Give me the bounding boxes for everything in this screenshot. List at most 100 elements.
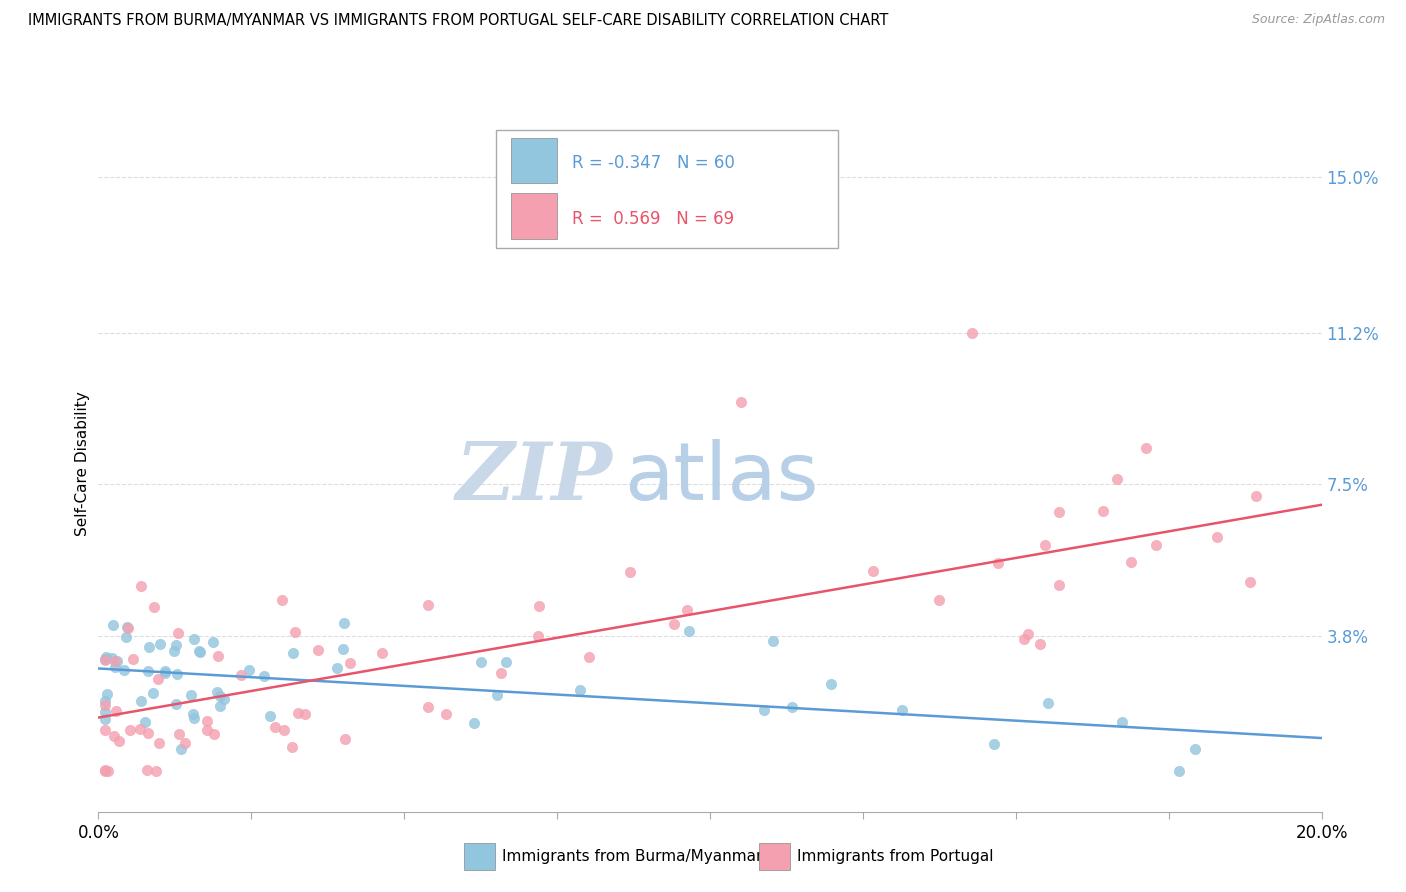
Point <box>131 579 153 593</box>
Point <box>754 703 776 717</box>
Point <box>1206 530 1229 544</box>
Point <box>1047 505 1070 519</box>
Point <box>1244 489 1267 503</box>
Point <box>987 556 1010 570</box>
Point <box>569 682 592 697</box>
Point <box>93 698 115 713</box>
Point <box>129 694 152 708</box>
Point <box>101 651 124 665</box>
Point <box>1111 714 1133 729</box>
Point <box>136 664 159 678</box>
Point <box>134 714 156 729</box>
Point <box>93 764 115 778</box>
Point <box>485 689 508 703</box>
Point <box>104 655 127 669</box>
Point <box>170 741 193 756</box>
Point <box>163 644 186 658</box>
Point <box>578 650 600 665</box>
Point <box>259 709 281 723</box>
Point <box>166 666 188 681</box>
Point <box>142 686 165 700</box>
Text: atlas: atlas <box>624 439 818 516</box>
Point <box>153 665 176 680</box>
Point <box>1047 578 1070 592</box>
Point <box>145 764 167 778</box>
Point <box>281 739 304 754</box>
Point <box>962 326 984 340</box>
Point <box>149 637 172 651</box>
Point <box>371 646 394 660</box>
Text: Immigrants from Burma/Myanmar: Immigrants from Burma/Myanmar <box>502 849 762 863</box>
Point <box>332 615 354 630</box>
Point <box>138 640 160 654</box>
Point <box>231 667 253 681</box>
Point <box>93 705 115 719</box>
Point <box>1105 472 1128 486</box>
Point <box>434 707 457 722</box>
Point <box>117 620 139 634</box>
Point <box>1029 637 1052 651</box>
Point <box>891 703 914 717</box>
Point <box>928 593 950 607</box>
Point <box>121 652 143 666</box>
Point <box>1017 627 1039 641</box>
Point <box>167 626 190 640</box>
Point <box>1012 632 1035 647</box>
Point <box>93 652 115 666</box>
Point <box>174 736 197 750</box>
Text: R = -0.347   N = 60: R = -0.347 N = 60 <box>572 154 735 172</box>
Point <box>238 663 260 677</box>
Point <box>1184 742 1206 756</box>
Point <box>93 693 115 707</box>
Point <box>283 646 305 660</box>
Point <box>93 653 115 667</box>
Point <box>416 700 439 714</box>
Point <box>271 592 294 607</box>
Point <box>470 656 492 670</box>
Point <box>205 684 228 698</box>
Point <box>118 723 141 738</box>
Point <box>495 655 517 669</box>
Point <box>103 729 125 743</box>
Point <box>96 687 118 701</box>
Point <box>253 669 276 683</box>
Point <box>188 643 211 657</box>
Point <box>463 715 485 730</box>
Text: Source: ZipAtlas.com: Source: ZipAtlas.com <box>1251 13 1385 27</box>
Point <box>212 692 235 706</box>
Text: Immigrants from Portugal: Immigrants from Portugal <box>797 849 994 863</box>
Point <box>1033 537 1056 551</box>
Point <box>183 632 205 646</box>
Point <box>273 723 295 737</box>
Point <box>153 664 176 678</box>
Point <box>780 700 803 714</box>
Point <box>188 645 211 659</box>
Point <box>332 642 354 657</box>
Point <box>662 617 685 632</box>
Point <box>181 706 204 721</box>
Point <box>117 621 139 635</box>
Point <box>862 565 884 579</box>
Point <box>1167 764 1189 778</box>
Point <box>202 635 225 649</box>
Point <box>195 714 218 728</box>
Point <box>1091 504 1114 518</box>
Point <box>339 656 361 670</box>
Point <box>107 734 129 748</box>
Point <box>418 599 440 613</box>
Point <box>114 664 136 678</box>
Point <box>307 643 329 657</box>
Point <box>983 737 1005 751</box>
Point <box>1135 441 1157 455</box>
Point <box>183 710 205 724</box>
Text: ZIP: ZIP <box>456 439 612 516</box>
Point <box>136 725 159 739</box>
Point <box>167 727 190 741</box>
Point <box>93 723 115 738</box>
Text: R =  0.569   N = 69: R = 0.569 N = 69 <box>572 210 734 227</box>
Point <box>105 704 128 718</box>
Point <box>1239 574 1261 589</box>
Point <box>180 688 202 702</box>
Bar <box>510 138 557 183</box>
Point <box>326 661 349 675</box>
